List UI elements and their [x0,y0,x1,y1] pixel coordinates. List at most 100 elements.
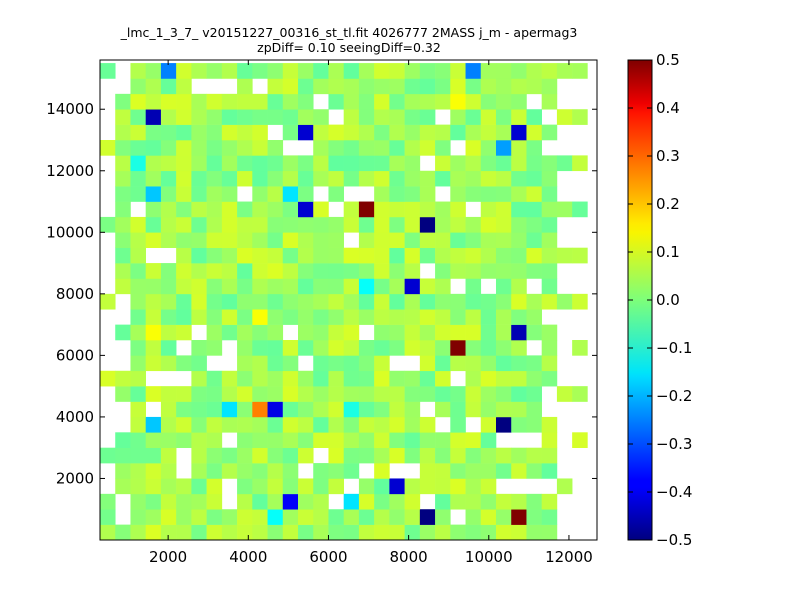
heatmap-cell [450,78,466,95]
heatmap-cell [404,232,421,248]
heatmap-cell [343,278,360,295]
heatmap-cell [267,201,284,218]
heatmap-cell [145,232,162,248]
heatmap-cell [160,232,177,248]
heatmap-cell [206,324,223,341]
heatmap-cell [480,140,497,156]
heatmap-cell [480,386,497,402]
heatmap-cell [465,493,482,510]
heatmap-cell [435,309,451,325]
heatmap-cell [160,170,177,187]
heatmap-cell [130,232,146,248]
heatmap-cell [541,463,558,479]
heatmap-cell [160,63,177,79]
heatmap-cell [115,432,131,448]
heatmap-cell [374,109,390,125]
heatmap-cell [191,170,207,187]
colorbar-tick-label: 0.0 [656,291,680,309]
heatmap-cell [130,63,146,79]
heatmap-cell [206,155,223,172]
heatmap-cell [115,232,131,248]
heatmap-cell [206,109,223,125]
heatmap-cell [191,63,207,79]
heatmap-cell [358,386,375,402]
heatmap-cell [130,278,146,295]
heatmap-cell [252,124,268,141]
heatmap-cell [374,278,390,295]
heatmap-cell [191,232,207,248]
heatmap-cell [160,309,177,325]
heatmap-cell [282,370,299,387]
heatmap-cell [480,293,497,310]
colorbar-tick-label: 0.4 [656,99,680,117]
heatmap-cell [374,124,390,141]
heatmap-cell [237,309,253,325]
heatmap-cell [328,78,344,95]
heatmap-cell [328,263,344,279]
heatmap-cell [343,324,360,341]
heatmap-cell [313,401,329,418]
heatmap-cell [282,124,299,141]
heatmap-cell [267,524,284,541]
heatmap-cell [404,109,421,125]
heatmap-cell [450,340,466,356]
heatmap-cell [343,386,360,402]
heatmap-cell [526,447,542,464]
heatmap-cell [465,155,482,172]
heatmap-cell [374,263,390,279]
heatmap-cell [526,509,542,525]
heatmap-cell [374,355,390,372]
heatmap-cell [495,78,512,95]
heatmap-cell [267,263,284,279]
heatmap-cell [160,401,177,418]
heatmap-cell [237,78,253,95]
heatmap-cell [282,432,299,448]
heatmap-cell [572,340,588,356]
heatmap-cell [495,93,512,110]
heatmap-cell [495,263,512,279]
heatmap-cell [419,324,436,341]
heatmap-cell [282,109,299,125]
heatmap-cell [313,493,329,510]
heatmap-cell [328,524,344,541]
heatmap-cell [389,370,405,387]
heatmap-cell [237,447,253,464]
heatmap-cell [115,478,131,495]
heatmap-cell [252,309,268,325]
heatmap-cell [495,340,512,356]
heatmap-cell [328,447,344,464]
heatmap-cell [495,401,512,418]
heatmap-cell [160,447,177,464]
heatmap-cell [419,78,436,95]
heatmap-cell [282,216,299,233]
heatmap-cell [526,78,542,95]
heatmap-cell [282,278,299,295]
heatmap-cell [495,463,512,479]
colorbar-tick-label: −0.3 [656,435,692,453]
heatmap-cell [419,109,436,125]
heatmap-cell [160,201,177,218]
heatmap-cell [495,63,512,79]
heatmap-cell [282,524,299,541]
heatmap-cell [191,340,207,356]
heatmap-cell [221,447,238,464]
heatmap-cell [297,293,314,310]
heatmap-cell [176,278,192,295]
heatmap-cell [465,78,482,95]
heatmap-cell [526,140,542,156]
heatmap-cell [511,140,527,156]
heatmap-cell [191,93,207,110]
heatmap-cell [206,263,223,279]
heatmap-cell [450,355,466,372]
heatmap-cell [313,416,329,433]
heatmap-cell [206,432,223,448]
heatmap-cell [206,93,223,110]
heatmap-cell [191,216,207,233]
heatmap-cell [465,247,482,264]
heatmap-cell [267,432,284,448]
heatmap-cell [100,493,116,510]
heatmap-cell [358,124,375,141]
heatmap-cell [495,140,512,156]
heatmap-cell [358,340,375,356]
heatmap-cell [130,432,146,448]
